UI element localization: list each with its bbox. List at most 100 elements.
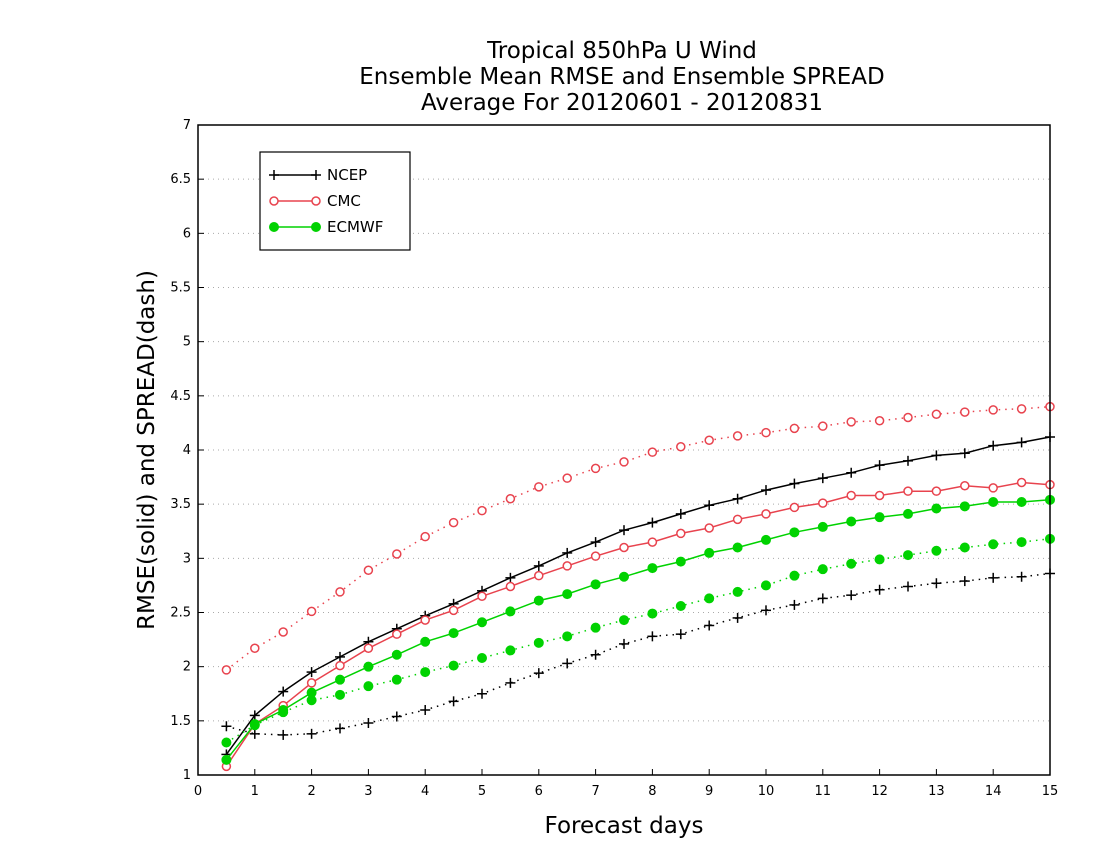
data-point-ncep-rmse bbox=[761, 485, 771, 496]
data-point-ecmwf-spread bbox=[732, 586, 743, 597]
data-point-ncep-spread bbox=[988, 572, 999, 583]
data-point-ecmwf-rmse bbox=[874, 512, 885, 523]
data-point-ecmwf-spread bbox=[817, 564, 828, 575]
data-point-cmc-rmse bbox=[505, 581, 516, 592]
series-ecmwf-rmse bbox=[221, 494, 1055, 765]
data-point-ncep-spread bbox=[477, 688, 487, 699]
data-point-cmc-spread bbox=[477, 505, 487, 516]
data-point-ncep-rmse bbox=[306, 667, 317, 678]
data-point-cmc-spread bbox=[363, 565, 374, 575]
legend-item-ecmwf: ECMWF bbox=[269, 218, 383, 236]
data-point-ecmwf-rmse bbox=[391, 649, 402, 660]
y-axis-label: RMSE(solid) and SPREAD(dash) bbox=[134, 270, 160, 630]
legend-marker bbox=[269, 196, 279, 206]
data-point-cmc-spread bbox=[874, 416, 885, 426]
data-point-ncep-spread bbox=[306, 728, 317, 739]
x-tick-label: 3 bbox=[364, 784, 372, 799]
data-point-ncep-rmse bbox=[675, 508, 686, 519]
data-point-ncep-spread bbox=[391, 711, 402, 722]
data-point-ecmwf-spread bbox=[903, 550, 913, 561]
data-point-ncep-spread bbox=[874, 584, 885, 595]
legend-item-cmc: CMC bbox=[269, 192, 361, 210]
data-point-ecmwf-rmse bbox=[221, 754, 232, 765]
data-point-ecmwf-rmse bbox=[420, 636, 431, 647]
data-point-ecmwf-spread bbox=[704, 593, 715, 604]
data-point-ecmwf-rmse bbox=[988, 497, 999, 507]
x-tick-label: 13 bbox=[928, 784, 945, 799]
data-point-ecmwf-spread bbox=[562, 631, 573, 642]
data-point-ecmwf-spread bbox=[249, 720, 260, 731]
x-tick-label: 11 bbox=[815, 784, 832, 799]
data-point-ncep-spread bbox=[278, 729, 289, 740]
data-point-ncep-spread bbox=[675, 629, 686, 640]
data-point-ncep-spread bbox=[420, 705, 431, 715]
y-tick-label: 1 bbox=[183, 768, 191, 783]
y-tick-label: 2.5 bbox=[170, 606, 191, 621]
data-point-ecmwf-rmse bbox=[732, 542, 743, 553]
legend-item-ncep: NCEP bbox=[269, 166, 367, 184]
data-point-ecmwf-spread bbox=[761, 580, 771, 591]
data-point-cmc-spread bbox=[505, 494, 516, 504]
data-point-ecmwf-rmse bbox=[335, 674, 345, 685]
data-point-ncep-spread bbox=[562, 658, 573, 669]
data-point-cmc-spread bbox=[1016, 404, 1027, 414]
data-point-cmc-rmse bbox=[818, 498, 828, 508]
data-point-ncep-rmse bbox=[335, 651, 345, 662]
data-point-ecmwf-spread bbox=[619, 615, 629, 626]
data-point-ecmwf-rmse bbox=[448, 628, 459, 639]
series-cmc-spread bbox=[221, 401, 1055, 675]
legend-marker bbox=[311, 170, 321, 180]
data-point-ncep-rmse bbox=[903, 455, 913, 466]
data-point-ncep-spread bbox=[959, 576, 970, 587]
data-point-cmc-spread bbox=[250, 643, 260, 653]
data-point-ecmwf-rmse bbox=[619, 571, 629, 582]
data-point-ncep-spread bbox=[221, 721, 232, 732]
data-point-cmc-spread bbox=[676, 442, 686, 452]
data-point-cmc-spread bbox=[392, 549, 402, 559]
data-point-ecmwf-spread bbox=[391, 674, 402, 685]
data-point-ncep-spread bbox=[335, 723, 345, 734]
x-tick-label: 14 bbox=[985, 784, 1002, 799]
data-point-ecmwf-rmse bbox=[590, 579, 601, 590]
x-tick-label: 6 bbox=[535, 784, 543, 799]
y-tick-label: 4 bbox=[183, 443, 191, 458]
legend: NCEP CMC ECMWF bbox=[259, 151, 411, 251]
data-point-ecmwf-spread bbox=[420, 667, 431, 678]
y-tick-label: 5 bbox=[183, 335, 191, 350]
data-point-cmc-rmse bbox=[647, 537, 658, 547]
data-point-cmc-spread bbox=[931, 409, 942, 419]
data-point-ncep-spread bbox=[704, 620, 715, 631]
x-tick-label: 5 bbox=[478, 784, 486, 799]
x-tick-label: 10 bbox=[758, 784, 775, 799]
data-point-ncep-rmse bbox=[619, 525, 629, 536]
data-point-ecmwf-spread bbox=[363, 681, 374, 692]
data-point-ncep-rmse bbox=[647, 517, 658, 528]
data-point-ncep-rmse bbox=[789, 478, 800, 489]
data-point-cmc-rmse bbox=[903, 486, 913, 496]
data-point-ncep-rmse bbox=[817, 473, 828, 484]
series-ncep-spread bbox=[221, 568, 1055, 740]
data-point-ecmwf-spread bbox=[675, 601, 686, 611]
data-point-cmc-rmse bbox=[988, 483, 998, 493]
data-point-cmc-spread bbox=[619, 457, 629, 467]
data-point-ecmwf-spread bbox=[647, 608, 658, 619]
y-axis: 1 1.5 2 2.5 3 3.5 4 4.5 5 5.5 6 6.5 7 bbox=[170, 118, 204, 783]
data-point-cmc-rmse bbox=[846, 490, 856, 501]
data-point-cmc-spread bbox=[818, 421, 828, 431]
data-point-cmc-spread bbox=[590, 463, 601, 474]
legend-marker bbox=[311, 196, 321, 206]
data-point-ecmwf-spread bbox=[533, 637, 544, 648]
data-point-ncep-rmse bbox=[874, 460, 885, 471]
data-point-ncep-rmse bbox=[988, 440, 999, 451]
series-line-ecmwf-spread bbox=[226, 538, 1051, 744]
x-tick-label: 4 bbox=[421, 784, 429, 799]
data-point-cmc-rmse bbox=[931, 486, 942, 496]
data-point-ncep-rmse bbox=[562, 547, 573, 558]
data-point-ncep-spread bbox=[619, 638, 629, 649]
chart-title: Tropical 850hPa U Wind Ensemble Mean RMS… bbox=[359, 38, 884, 116]
data-point-ncep-rmse bbox=[846, 467, 857, 478]
series-cmc-rmse bbox=[221, 477, 1055, 772]
data-point-cmc-rmse bbox=[534, 570, 544, 581]
data-point-cmc-spread bbox=[704, 435, 714, 445]
